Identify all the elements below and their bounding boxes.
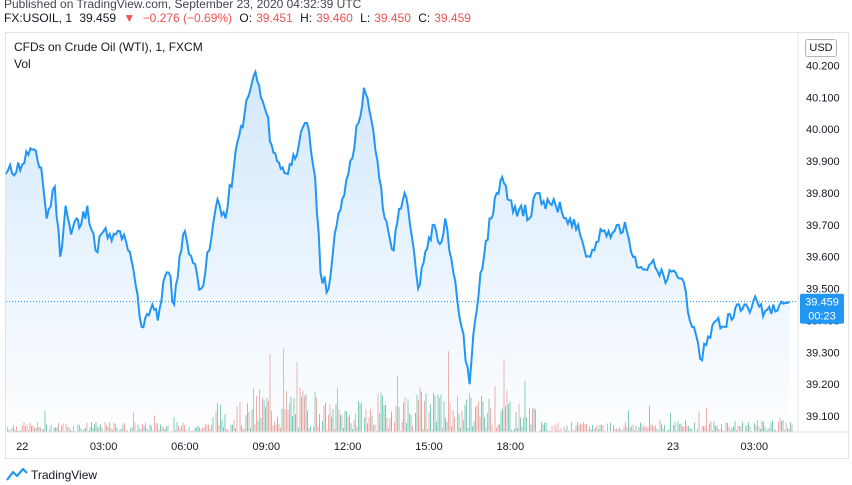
open-label: O: — [239, 11, 253, 25]
volume-bar — [790, 422, 791, 432]
x-tick-label: 03:00 — [90, 441, 118, 453]
y-tick-label: 39.800 — [806, 188, 840, 200]
y-tick-label: 39.700 — [806, 220, 840, 232]
x-tick-label: 03:00 — [741, 441, 769, 453]
high-value: 39.460 — [316, 11, 353, 25]
last-price: 39.459 — [79, 11, 117, 25]
price-area — [6, 71, 790, 433]
close-label: C: — [418, 11, 431, 25]
x-tick-label: 15:00 — [415, 441, 443, 453]
price-tag-value: 39.459 — [805, 297, 839, 309]
volume-label: Vol — [14, 57, 31, 71]
x-tick-label: 06:00 — [171, 441, 199, 453]
y-tick-label: 39.100 — [806, 411, 840, 423]
published-caption: Published on TradingView.com, September … — [4, 0, 362, 11]
chart-panel[interactable] — [5, 32, 849, 459]
tradingview-logo[interactable]: TradingView — [6, 468, 97, 482]
y-tick-label: 39.200 — [806, 379, 840, 391]
x-tick-label: 22 — [16, 441, 28, 453]
y-tick-label: 39.300 — [806, 347, 840, 359]
x-tick-label: 23 — [667, 441, 679, 453]
x-tick-label: 09:00 — [253, 441, 281, 453]
symbol-label: FX:USOIL, 1 — [4, 11, 73, 25]
y-tick-label: 40.200 — [806, 61, 840, 73]
x-tick-label: 18:00 — [497, 441, 525, 453]
y-axis: 40.200 40.100 40.000 39.900 39.800 39.700 39.6… — [6, 33, 848, 433]
low-value: 39.450 — [374, 11, 411, 25]
price-change: −0.276 (−0.69%) — [142, 11, 233, 25]
x-tick-label: 12:00 — [334, 441, 362, 453]
y-tick-label: 39.500 — [806, 284, 840, 296]
tradingview-icon — [6, 468, 28, 481]
chart-title: CFDs on Crude Oil (WTI), 1, FXCM — [14, 40, 203, 54]
x-axis: 22 03:00 06:00 09:00 12:00 15:00 18:00 23 03:00 — [16, 441, 768, 453]
price-line — [5, 68, 791, 385]
y-tick-label: 39.600 — [806, 252, 840, 264]
currency-button[interactable]: USD — [805, 39, 837, 57]
down-arrow-icon: ▼ — [123, 11, 136, 25]
volume-bar — [791, 424, 793, 432]
bar-countdown: 00:23 — [808, 311, 836, 323]
close-value: 39.459 — [434, 11, 471, 25]
brand-name: TradingView — [31, 468, 98, 482]
open-value: 39.451 — [256, 11, 293, 25]
y-tick-label: 40.100 — [806, 92, 840, 104]
low-label: L: — [360, 11, 371, 25]
ticker-summary: FX:USOIL, 1 39.459 ▼ −0.276 (−0.69%) O: 3… — [4, 11, 852, 25]
price-tag: 39.459 00:23 — [800, 293, 844, 324]
y-tick-label: 40.000 — [806, 124, 840, 136]
high-label: H: — [300, 11, 313, 25]
y-tick-label: 39.900 — [806, 156, 840, 168]
price-tag-box — [800, 293, 844, 324]
